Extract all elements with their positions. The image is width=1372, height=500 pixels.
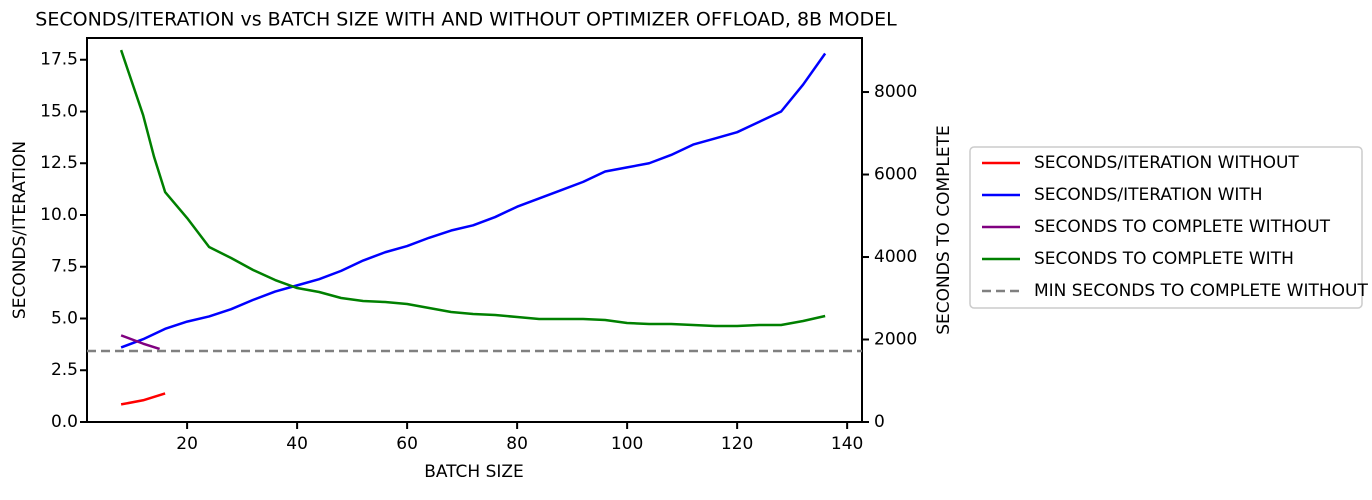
series-line: [120, 392, 166, 406]
y-tick-label: 0.0: [51, 412, 78, 432]
y2-tick-label: 6000: [874, 165, 917, 185]
legend-label: SECONDS/ITERATION WITHOUT: [1034, 153, 1299, 173]
x-tick-label: 120: [721, 434, 753, 454]
legend-label: MIN SECONDS TO COMPLETE WITHOUT: [1034, 281, 1368, 301]
plot-frame: [86, 37, 863, 423]
series-line: [119, 49, 826, 328]
series-line: [120, 334, 160, 351]
y-tick-label: 2.5: [51, 360, 78, 380]
y2-tick-label: 4000: [874, 247, 917, 267]
y-tick-label: 17.5: [40, 50, 78, 70]
y-axis-label: SECONDS/ITERATION: [10, 141, 30, 319]
y-tick-label: 7.5: [51, 257, 78, 277]
y-tick-label: 5.0: [51, 308, 78, 328]
legend-label: SECONDS/ITERATION WITH: [1034, 185, 1263, 205]
y-tick-label: 12.5: [40, 153, 78, 173]
y-tick-label: 15.0: [40, 101, 78, 121]
x-tick-label: 60: [396, 434, 418, 454]
legend-label: SECONDS TO COMPLETE WITH: [1034, 249, 1294, 269]
x-tick-label: 100: [611, 434, 643, 454]
legend-box: [969, 146, 1363, 309]
y2-tick-label: 8000: [874, 82, 917, 102]
x-tick-label: 40: [286, 434, 308, 454]
x-tick-label: 20: [176, 434, 198, 454]
series-line: [120, 52, 827, 349]
x-tick-label: 140: [831, 434, 863, 454]
y2-tick-label: 0: [874, 412, 885, 432]
x-axis-label: BATCH SIZE: [424, 462, 524, 482]
y2-axis-label: SECONDS TO COMPLETE: [934, 125, 954, 334]
y-tick-label: 10.0: [40, 205, 78, 225]
x-tick-label: 80: [506, 434, 528, 454]
y2-tick-label: 2000: [874, 330, 917, 350]
legend-label: SECONDS TO COMPLETE WITHOUT: [1034, 217, 1331, 237]
chart-title: SECONDS/ITERATION vs BATCH SIZE WITH AND…: [35, 9, 897, 31]
